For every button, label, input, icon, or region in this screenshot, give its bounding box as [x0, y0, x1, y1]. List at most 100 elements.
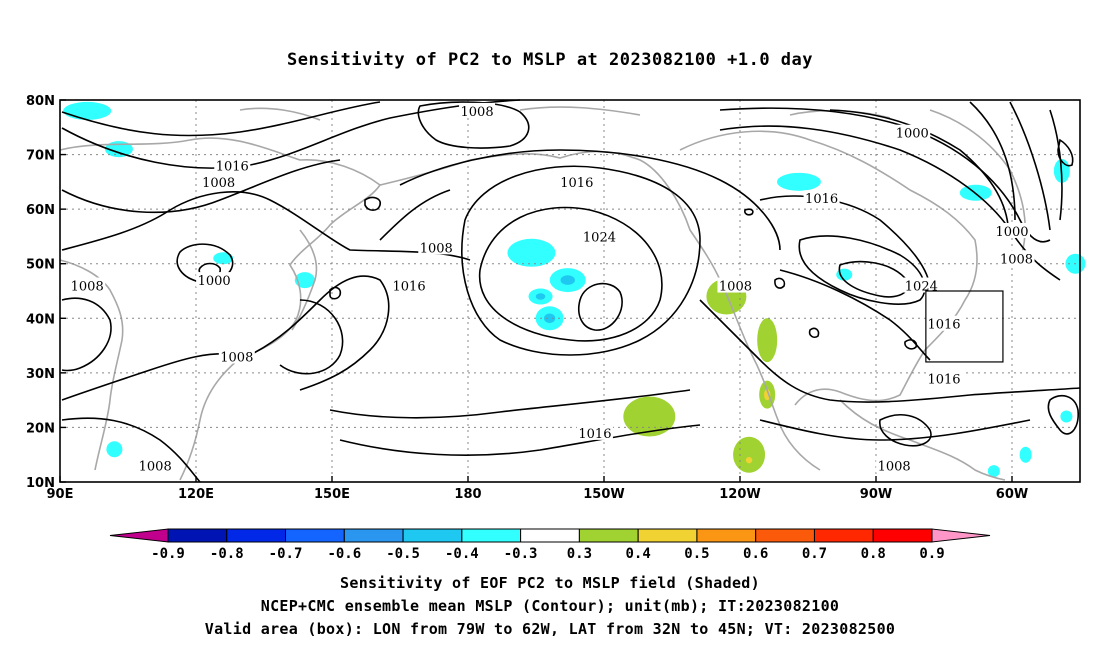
mslp-contour: [461, 165, 701, 356]
colorbar-label: -0.8: [210, 546, 244, 562]
colorbar-label: -0.6: [327, 546, 361, 562]
contour-label: 1016: [805, 192, 838, 207]
mslp-contour: [798, 235, 926, 305]
contour-label-bg: [803, 190, 840, 206]
contour-label: 1008: [139, 460, 172, 475]
sensitivity-core-negative: [560, 275, 575, 285]
lon-tick-label: 150W: [583, 487, 624, 502]
contour-label-bg: [894, 124, 931, 140]
lon-tick-label: 60W: [996, 487, 1028, 502]
lon-tick-label: 180: [454, 487, 481, 502]
mslp-contour: [779, 269, 931, 361]
contour-label: 1016: [216, 159, 249, 174]
contour-label: 1008: [461, 105, 494, 120]
colorbar-label: 0.3: [567, 546, 592, 562]
mslp-contours: [61, 99, 1081, 483]
coastline: [519, 106, 641, 116]
colorbar: -0.9 -0.8 -0.7 -0.6 -0.5 -0.4 -0.3 0.3 0.4 0.5 0.6…: [109, 528, 991, 562]
contour-label: 1024: [583, 230, 616, 245]
colorbar-swatch: [343, 528, 404, 543]
mslp-contour: [1047, 394, 1079, 435]
mslp-contour: [364, 196, 382, 212]
colorbar-swatch: [637, 528, 698, 543]
mslp-contour: [578, 282, 623, 331]
mslp-contour: [808, 327, 820, 338]
lat-tick-label: 50N: [26, 258, 55, 273]
mslp-contour: [329, 389, 691, 419]
colorbar-swatch: [167, 528, 228, 543]
mslp-contour: [249, 275, 390, 391]
contour-label-bg: [218, 348, 255, 364]
sensitivity-region-negative: [106, 441, 123, 458]
contour-label: 1016: [927, 372, 960, 387]
lon-tick-label: 120E: [178, 487, 214, 502]
lat-tick-label: 80N: [26, 94, 55, 109]
sensitivity-core-negative: [544, 313, 556, 324]
sensitivity-region-negative: [987, 465, 1000, 478]
colorbar-min-arrow: [109, 528, 169, 543]
mslp-contour: [61, 417, 201, 483]
contour-label: 1000: [198, 274, 231, 289]
coastline: [679, 130, 978, 406]
colorbar-swatch: [813, 528, 874, 543]
lon-tick-label: 120W: [719, 487, 760, 502]
sensitivity-region-negative: [1019, 446, 1032, 463]
colorbar-label: 0.4: [626, 546, 651, 562]
lon-tick-label: 90E: [47, 487, 74, 502]
lat-tick-label: 20N: [26, 421, 55, 436]
sensitivity-region-negative: [776, 172, 821, 191]
mslp-contour: [61, 352, 241, 401]
colorbar-label: -0.3: [504, 546, 538, 562]
contour-label-bg: [876, 457, 913, 473]
colorbar-swatch: [755, 528, 815, 543]
contour-label-bg: [69, 277, 106, 293]
mslp-contour: [279, 299, 344, 375]
sensitivity-region-negative: [63, 101, 112, 120]
mslp-contour: [904, 339, 918, 350]
contour-label-bg: [137, 457, 174, 473]
caption-contour: NCEP+CMC ensemble mean MSLP (Contour); u…: [260, 597, 840, 615]
sensitivity-region-negative: [1060, 410, 1073, 423]
contour-label: 1008: [719, 280, 752, 295]
mslp-contour: [329, 286, 342, 300]
sensitivity-region-positive: [757, 318, 778, 363]
contour-label: 1016: [560, 176, 593, 191]
mslp-contour: [1057, 138, 1074, 167]
sensitivity-region-negative: [507, 238, 556, 267]
sensitivity-core-positive: [745, 456, 753, 464]
axis-ticks: 90E 120E 150E 180 150W 120W 90W 60W 10N 20N 30N 40N…: [26, 94, 1028, 502]
mslp-contour: [759, 195, 931, 291]
colorbar-swatch: [696, 528, 757, 543]
contour-label: 1000: [995, 225, 1028, 240]
colorbar-swatch: [578, 528, 639, 543]
contour-label-bg: [926, 315, 962, 331]
mslp-contour: [61, 101, 381, 137]
valid-area-rect: [925, 290, 1004, 363]
contour-label: 1016: [927, 318, 960, 333]
valid-area-box: [925, 290, 1004, 363]
sensitivity-core-negative: [535, 293, 546, 300]
coastline: [379, 150, 821, 471]
sensitivity-region-negative: [294, 272, 315, 289]
mslp-contour: [399, 149, 781, 251]
colorbar-label: 0.7: [802, 546, 827, 562]
colorbar-swatch: [226, 528, 287, 543]
colorbar-swatch: [402, 528, 463, 543]
colorbar-label: -0.5: [386, 546, 420, 562]
contour-label: 1008: [420, 241, 453, 256]
contour-labels: 1008 1000 1016 1008 1016 1016 1024 1000 1008 1008…: [69, 102, 1035, 475]
lat-tick-label: 10N: [26, 476, 55, 491]
mslp-contour: [969, 101, 1016, 221]
colorbar-label: 0.5: [684, 546, 709, 562]
mslp-contour: [879, 414, 932, 447]
colorbar-label: 0.6: [743, 546, 768, 562]
mslp-contour: [61, 191, 471, 261]
contour-label-bg: [214, 157, 251, 173]
mslp-contour: [699, 299, 1081, 403]
contour-label-bg: [926, 370, 962, 386]
lat-tick-label: 40N: [26, 312, 55, 327]
colorbar-swatch: [872, 528, 933, 543]
mslp-contour: [829, 109, 1009, 226]
mslp-contour: [339, 424, 701, 456]
